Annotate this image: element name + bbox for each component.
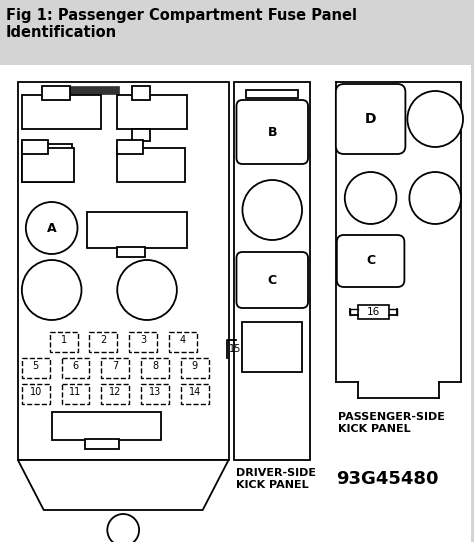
Bar [169, 332, 197, 352]
Bar [132, 129, 150, 141]
Bar [62, 358, 90, 378]
Text: C: C [366, 255, 375, 268]
Bar [181, 384, 209, 404]
Text: 13: 13 [149, 387, 161, 397]
Bar [117, 247, 145, 257]
Bar [18, 82, 228, 460]
Circle shape [117, 260, 177, 320]
FancyBboxPatch shape [337, 235, 404, 287]
Bar [42, 86, 70, 100]
Text: PASSENGER-SIDE
KICK PANEL: PASSENGER-SIDE KICK PANEL [338, 412, 445, 434]
Bar [0, 0, 471, 65]
Text: 16: 16 [367, 307, 380, 317]
Circle shape [345, 172, 396, 224]
Bar [129, 332, 157, 352]
Text: 4: 4 [180, 335, 186, 345]
Bar [101, 384, 129, 404]
Text: 14: 14 [189, 387, 201, 397]
Text: 3: 3 [140, 335, 146, 345]
Bar [141, 358, 169, 378]
Text: 15: 15 [228, 344, 241, 354]
Bar [22, 384, 50, 404]
Bar [22, 95, 101, 129]
Bar [50, 332, 78, 352]
Bar [141, 384, 169, 404]
Bar [22, 144, 72, 158]
Text: C: C [268, 274, 277, 287]
Text: 6: 6 [73, 361, 79, 371]
Text: 7: 7 [112, 361, 118, 371]
Text: 9: 9 [191, 361, 198, 371]
Text: DRIVER-SIDE
KICK PANEL: DRIVER-SIDE KICK PANEL [237, 468, 317, 489]
Circle shape [107, 514, 139, 542]
Text: 12: 12 [109, 387, 121, 397]
FancyBboxPatch shape [336, 84, 405, 154]
Bar [117, 95, 187, 129]
Text: 5: 5 [33, 361, 39, 371]
Bar [246, 90, 298, 98]
Bar [242, 322, 302, 372]
Bar [101, 358, 129, 378]
Text: 1: 1 [61, 335, 67, 345]
Text: 8: 8 [152, 361, 158, 371]
Text: 10: 10 [30, 387, 42, 397]
Bar [85, 439, 119, 449]
Bar [235, 82, 310, 460]
FancyBboxPatch shape [237, 100, 308, 164]
Bar [117, 148, 185, 182]
Bar [62, 384, 90, 404]
Bar [52, 412, 161, 440]
Text: Fig 1: Passenger Compartment Fuse Panel
Identification: Fig 1: Passenger Compartment Fuse Panel … [6, 8, 357, 41]
Text: 2: 2 [100, 335, 107, 345]
Polygon shape [18, 460, 228, 510]
Bar [181, 358, 209, 378]
Text: A: A [47, 222, 56, 235]
Bar [22, 140, 48, 154]
Circle shape [26, 202, 78, 254]
Text: 11: 11 [69, 387, 82, 397]
Circle shape [407, 91, 463, 147]
Text: B: B [267, 126, 277, 139]
Text: 93G45480: 93G45480 [336, 470, 438, 488]
Bar [358, 305, 390, 319]
Bar [87, 212, 187, 248]
Circle shape [410, 172, 461, 224]
Bar [132, 86, 150, 100]
Circle shape [242, 180, 302, 240]
FancyBboxPatch shape [237, 252, 308, 308]
Bar [60, 86, 119, 94]
Text: D: D [365, 112, 376, 126]
Bar [22, 358, 50, 378]
Bar [117, 140, 143, 154]
Bar [90, 332, 117, 352]
Bar [0, 65, 471, 542]
Circle shape [22, 260, 82, 320]
Bar [22, 148, 73, 182]
Bar [22, 158, 72, 182]
Bar [22, 144, 44, 182]
